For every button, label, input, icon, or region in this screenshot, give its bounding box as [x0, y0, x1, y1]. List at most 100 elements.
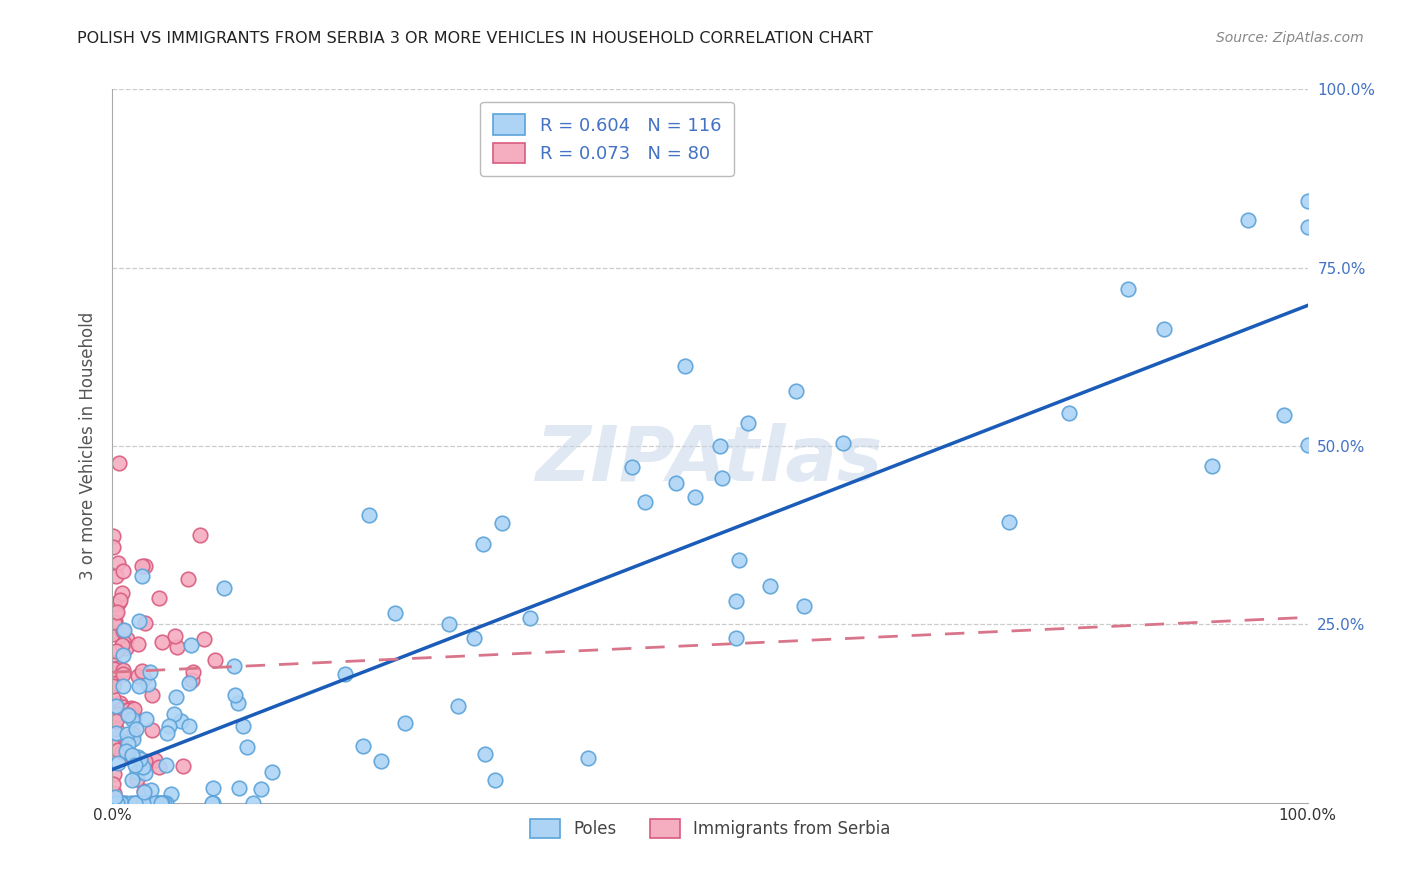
Point [759, 579, 782, 593]
Point [132, 785, 155, 799]
Point [114, 796, 136, 810]
Point [1057, 406, 1080, 420]
Point [132, 796, 155, 810]
Point [103, 662, 125, 676]
Point [157, 719, 180, 733]
Point [103, 676, 125, 690]
Point [120, 796, 142, 810]
Y-axis label: 3 or more Vehicles in Household: 3 or more Vehicles in Household [79, 312, 97, 580]
Point [155, 796, 177, 810]
Point [242, 796, 264, 810]
Point [115, 640, 138, 655]
Point [111, 564, 134, 578]
Point [103, 796, 125, 810]
Point [725, 631, 748, 645]
Point [101, 529, 124, 543]
Point [127, 669, 149, 683]
Point [163, 706, 186, 721]
Point [131, 664, 153, 678]
Point [104, 606, 127, 620]
Point [107, 605, 129, 619]
Point [143, 796, 166, 810]
Point [132, 759, 155, 773]
Point [127, 796, 149, 810]
Point [131, 559, 153, 574]
Point [474, 747, 496, 761]
Point [139, 665, 162, 680]
Point [117, 708, 139, 723]
Point [105, 697, 128, 711]
Point [832, 435, 855, 450]
Point [665, 476, 688, 491]
Point [146, 796, 169, 810]
Point [180, 673, 202, 687]
Point [103, 656, 125, 670]
Point [107, 661, 129, 675]
Point [576, 751, 599, 765]
Point [250, 782, 273, 797]
Point [177, 572, 200, 586]
Point [134, 671, 156, 685]
Point [103, 615, 125, 629]
Point [181, 665, 204, 679]
Point [1296, 438, 1319, 452]
Point [120, 748, 142, 763]
Point [124, 796, 146, 810]
Point [132, 784, 155, 798]
Point [711, 471, 734, 485]
Point [127, 796, 149, 810]
Point [105, 796, 128, 810]
Point [104, 796, 127, 810]
Point [108, 703, 131, 717]
Point [357, 508, 380, 522]
Point [125, 722, 148, 736]
Point [683, 490, 706, 504]
Point [129, 796, 152, 810]
Point [104, 624, 127, 639]
Point [463, 631, 485, 645]
Point [785, 384, 807, 399]
Point [107, 756, 129, 771]
Point [136, 677, 159, 691]
Point [104, 615, 127, 629]
Point [143, 753, 166, 767]
Point [103, 767, 125, 781]
Point [122, 710, 145, 724]
Point [172, 759, 194, 773]
Point [141, 723, 163, 737]
Point [724, 594, 747, 608]
Point [156, 726, 179, 740]
Point [117, 703, 139, 717]
Point [104, 698, 127, 713]
Point [148, 760, 170, 774]
Point [437, 617, 460, 632]
Point [125, 765, 148, 780]
Point [1201, 458, 1223, 473]
Point [104, 644, 127, 658]
Point [108, 595, 131, 609]
Point [105, 722, 128, 736]
Point [1153, 322, 1175, 336]
Text: ZIPAtlas: ZIPAtlas [536, 424, 884, 497]
Point [228, 780, 250, 795]
Point [200, 796, 222, 810]
Point [472, 537, 495, 551]
Point [621, 459, 644, 474]
Point [124, 796, 146, 810]
Point [111, 638, 134, 652]
Point [177, 719, 200, 733]
Point [169, 714, 191, 728]
Point [737, 416, 759, 430]
Point [394, 716, 416, 731]
Point [112, 700, 135, 714]
Point [491, 516, 513, 531]
Point [124, 757, 146, 772]
Point [673, 359, 696, 373]
Point [111, 745, 134, 759]
Point [1296, 220, 1319, 235]
Point [103, 679, 125, 693]
Point [134, 765, 156, 780]
Point [1118, 282, 1140, 296]
Point [134, 558, 156, 573]
Point [108, 696, 131, 710]
